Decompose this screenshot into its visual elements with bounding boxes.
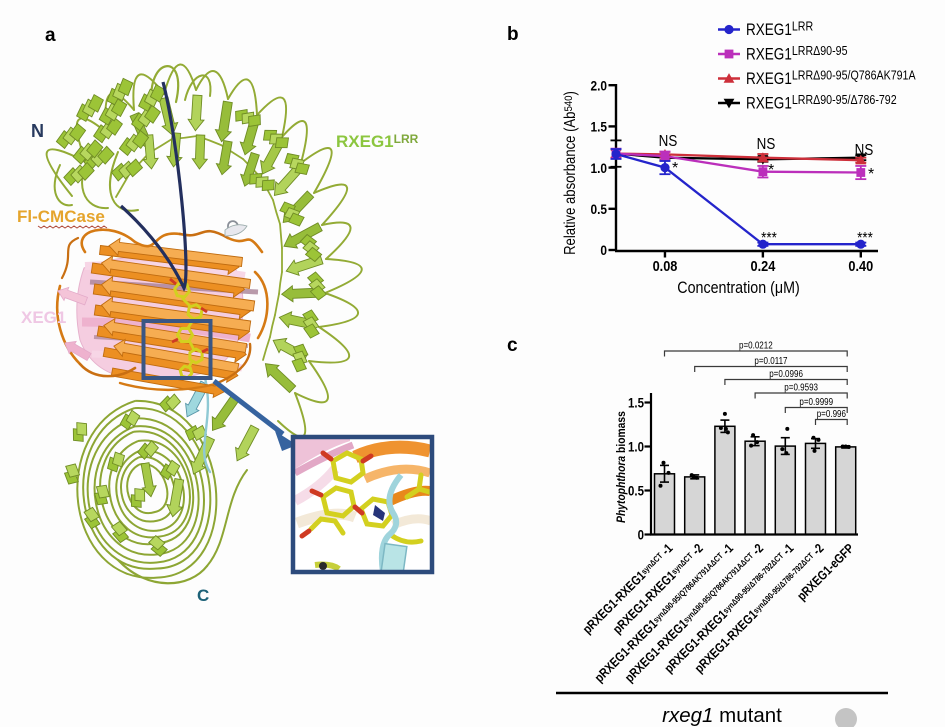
svg-text:p=0.9593: p=0.9593 <box>784 382 818 393</box>
svg-text:1.0: 1.0 <box>590 160 607 176</box>
svg-text:***: *** <box>857 230 873 247</box>
svg-text:*: * <box>868 166 874 183</box>
svg-text:0.5: 0.5 <box>628 483 644 498</box>
svg-text:b: b <box>507 24 519 45</box>
svg-text:RXEG1LRRΔ90-95/Q786AK791A: RXEG1LRRΔ90-95/Q786AK791A <box>746 68 916 88</box>
svg-text:***: *** <box>761 230 777 247</box>
svg-text:Phytophthora biomass: Phytophthora biomass <box>615 411 628 523</box>
svg-text:1.5: 1.5 <box>590 119 607 135</box>
svg-text:0.40: 0.40 <box>848 257 873 274</box>
svg-text:1.0: 1.0 <box>628 439 644 454</box>
svg-text:C: C <box>197 586 209 605</box>
svg-text:N: N <box>31 121 44 141</box>
svg-text:2.0: 2.0 <box>590 77 607 93</box>
svg-text:rxeg1 mutant: rxeg1 mutant <box>662 704 782 727</box>
svg-text:Concentration (μM): Concentration (μM) <box>677 279 799 297</box>
svg-text:0.24: 0.24 <box>750 257 775 274</box>
svg-text:XEG1: XEG1 <box>21 308 66 327</box>
svg-text:p=0.0117: p=0.0117 <box>754 355 787 366</box>
svg-text:1.5: 1.5 <box>628 395 644 410</box>
svg-text:*: * <box>672 160 678 177</box>
svg-text:Fl-CMCase: Fl-CMCase <box>17 207 105 226</box>
svg-text:NS: NS <box>659 133 678 150</box>
svg-text:0.5: 0.5 <box>590 201 607 217</box>
svg-text:a: a <box>45 25 56 46</box>
svg-text:NS: NS <box>757 136 776 153</box>
svg-text:RXEG1LRRΔ90-95/Δ786-792: RXEG1LRRΔ90-95/Δ786-792 <box>746 92 897 112</box>
svg-text:*: * <box>768 162 774 179</box>
svg-text:p=0.0996: p=0.0996 <box>769 368 803 379</box>
svg-text:p=0.996: p=0.996 <box>817 408 846 419</box>
svg-text:0.08: 0.08 <box>653 257 678 274</box>
svg-text:RXEG1LRR: RXEG1LRR <box>746 19 814 39</box>
svg-text:0: 0 <box>638 527 644 542</box>
svg-text:RXEG1LRR: RXEG1LRR <box>336 132 419 151</box>
svg-text:RXEG1LRRΔ90-95: RXEG1LRRΔ90-95 <box>746 43 848 63</box>
svg-text:p=0.9999: p=0.9999 <box>799 396 833 407</box>
svg-text:p=0.0212: p=0.0212 <box>739 340 773 351</box>
svg-text:0: 0 <box>600 242 607 258</box>
svg-text:NS: NS <box>855 142 874 159</box>
svg-text:Relative absorbance (Ab540): Relative absorbance (Ab540) <box>562 91 580 255</box>
svg-text:pRXEG1-eGFP: pRXEG1-eGFP <box>794 540 857 603</box>
svg-text:c: c <box>507 335 518 356</box>
